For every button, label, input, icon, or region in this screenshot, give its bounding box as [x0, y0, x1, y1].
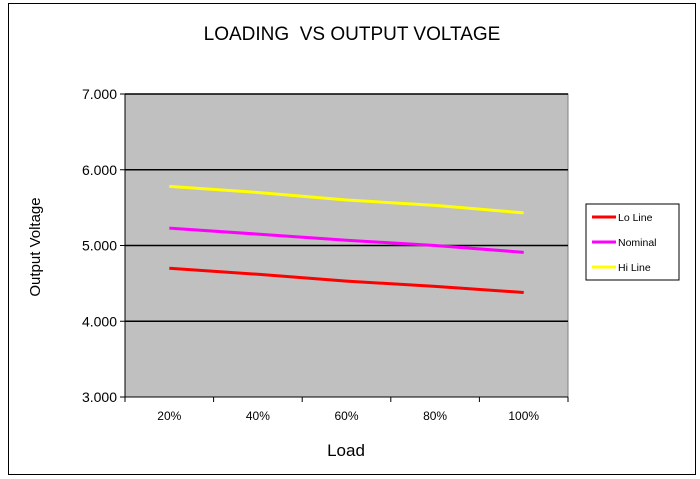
- y-tick-label: 7.000: [82, 86, 117, 102]
- series-line-nominal: [169, 226, 524, 254]
- legend-label-hi-line: Hi Line: [618, 262, 651, 274]
- y-tick-label: 6.000: [82, 162, 117, 178]
- series-line-hi-line: [169, 184, 524, 215]
- series-lines: [169, 184, 524, 294]
- x-tick-label: 80%: [423, 409, 447, 423]
- tick-labels: 3.000 4.000 5.000 6.000 7.000 20% 40% 60% 80% 100…: [82, 86, 539, 423]
- legend-label-nominal: Nominal: [618, 237, 657, 249]
- chart-title: LOADING VS OUTPUT VOLTAGE: [204, 24, 501, 45]
- x-axis-label: Load: [327, 441, 365, 460]
- x-tick-label: 20%: [157, 409, 181, 423]
- series-line-lo-line: [169, 266, 524, 294]
- y-axis-label: Output Voltage: [27, 197, 44, 296]
- legend: Lo Line Nominal Hi Line: [585, 203, 680, 281]
- y-tick-label: 5.000: [82, 238, 117, 254]
- legend-label-lo-line: Lo Line: [618, 212, 653, 224]
- y-tick-label: 4.000: [82, 313, 117, 329]
- grid-lines: [125, 93, 568, 323]
- x-tick-label: 40%: [246, 409, 270, 423]
- axes: [120, 93, 569, 402]
- x-tick-label: 100%: [508, 409, 539, 423]
- x-tick-label: 60%: [334, 409, 358, 423]
- y-tick-label: 3.000: [82, 389, 117, 405]
